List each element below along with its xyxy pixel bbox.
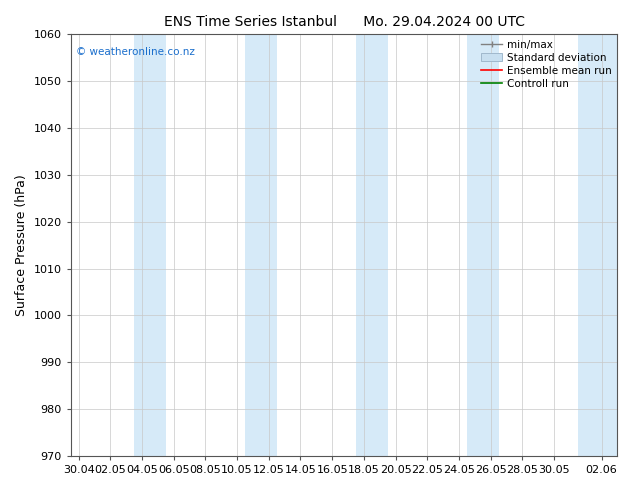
Bar <box>134 34 165 456</box>
Bar <box>578 34 618 456</box>
Y-axis label: Surface Pressure (hPa): Surface Pressure (hPa) <box>15 174 28 316</box>
Text: © weatheronline.co.nz: © weatheronline.co.nz <box>76 47 195 57</box>
Legend: min/max, Standard deviation, Ensemble mean run, Controll run: min/max, Standard deviation, Ensemble me… <box>481 40 612 89</box>
Bar <box>245 34 276 456</box>
Title: ENS Time Series Istanbul      Mo. 29.04.2024 00 UTC: ENS Time Series Istanbul Mo. 29.04.2024 … <box>164 15 524 29</box>
Bar <box>467 34 498 456</box>
Bar <box>356 34 387 456</box>
